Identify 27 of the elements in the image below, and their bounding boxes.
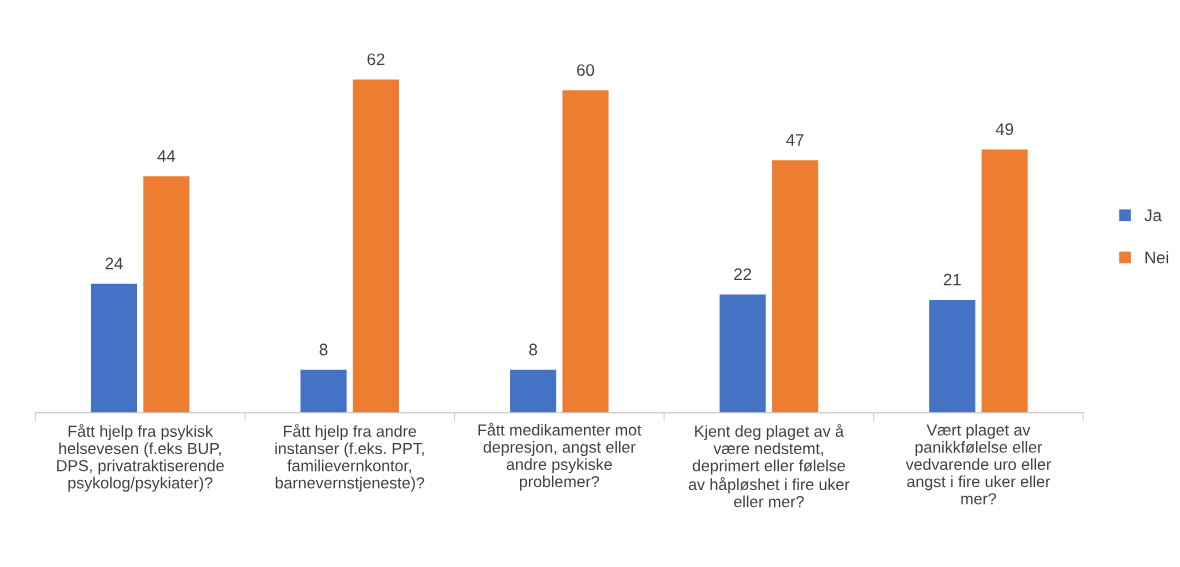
bar xyxy=(562,90,609,413)
bar xyxy=(772,160,819,413)
bar xyxy=(300,369,347,413)
x-tick-label: Kjent deg plaget av å være nedstemt, deprimert eller følelse av håpløshet i fire uker eller mer? xyxy=(688,423,850,508)
x-tick-label: Fått hjelp fra psykisk helsevesen (f.eks BUP, DPS, privatraktiserende psykolog/psykiater)? xyxy=(57,423,224,492)
legend-label: Nei xyxy=(1145,251,1169,264)
bar xyxy=(510,369,557,413)
data-label: 49 xyxy=(995,123,1014,136)
bar xyxy=(981,149,1028,413)
data-label: 8 xyxy=(319,343,328,356)
x-tick-label: Fått medikamenter mot depresjon, angst eller andre psykiske problemer? xyxy=(478,422,642,491)
data-label: 60 xyxy=(577,64,595,76)
bar xyxy=(143,176,190,413)
data-label: 24 xyxy=(105,257,123,270)
data-label: 8 xyxy=(529,343,538,356)
data-label: 44 xyxy=(157,150,176,162)
bar xyxy=(929,299,976,413)
x-tick-label: Vært plaget av panikkfølelse eller vedvarende uro eller angst i fire uker eller mer? xyxy=(905,423,1051,505)
data-label: 21 xyxy=(943,273,961,286)
data-label: 22 xyxy=(734,268,752,280)
data-label: 47 xyxy=(786,134,804,146)
bar xyxy=(352,79,399,413)
bar xyxy=(90,283,138,413)
bar xyxy=(719,294,766,413)
x-tick-label: Fått hjelp fra andre instanser (f.eks. PPT, familievernkontor, barnevernstjeneste)? xyxy=(275,423,425,492)
data-label: 62 xyxy=(367,53,385,66)
legend-label: Ja xyxy=(1144,209,1162,222)
